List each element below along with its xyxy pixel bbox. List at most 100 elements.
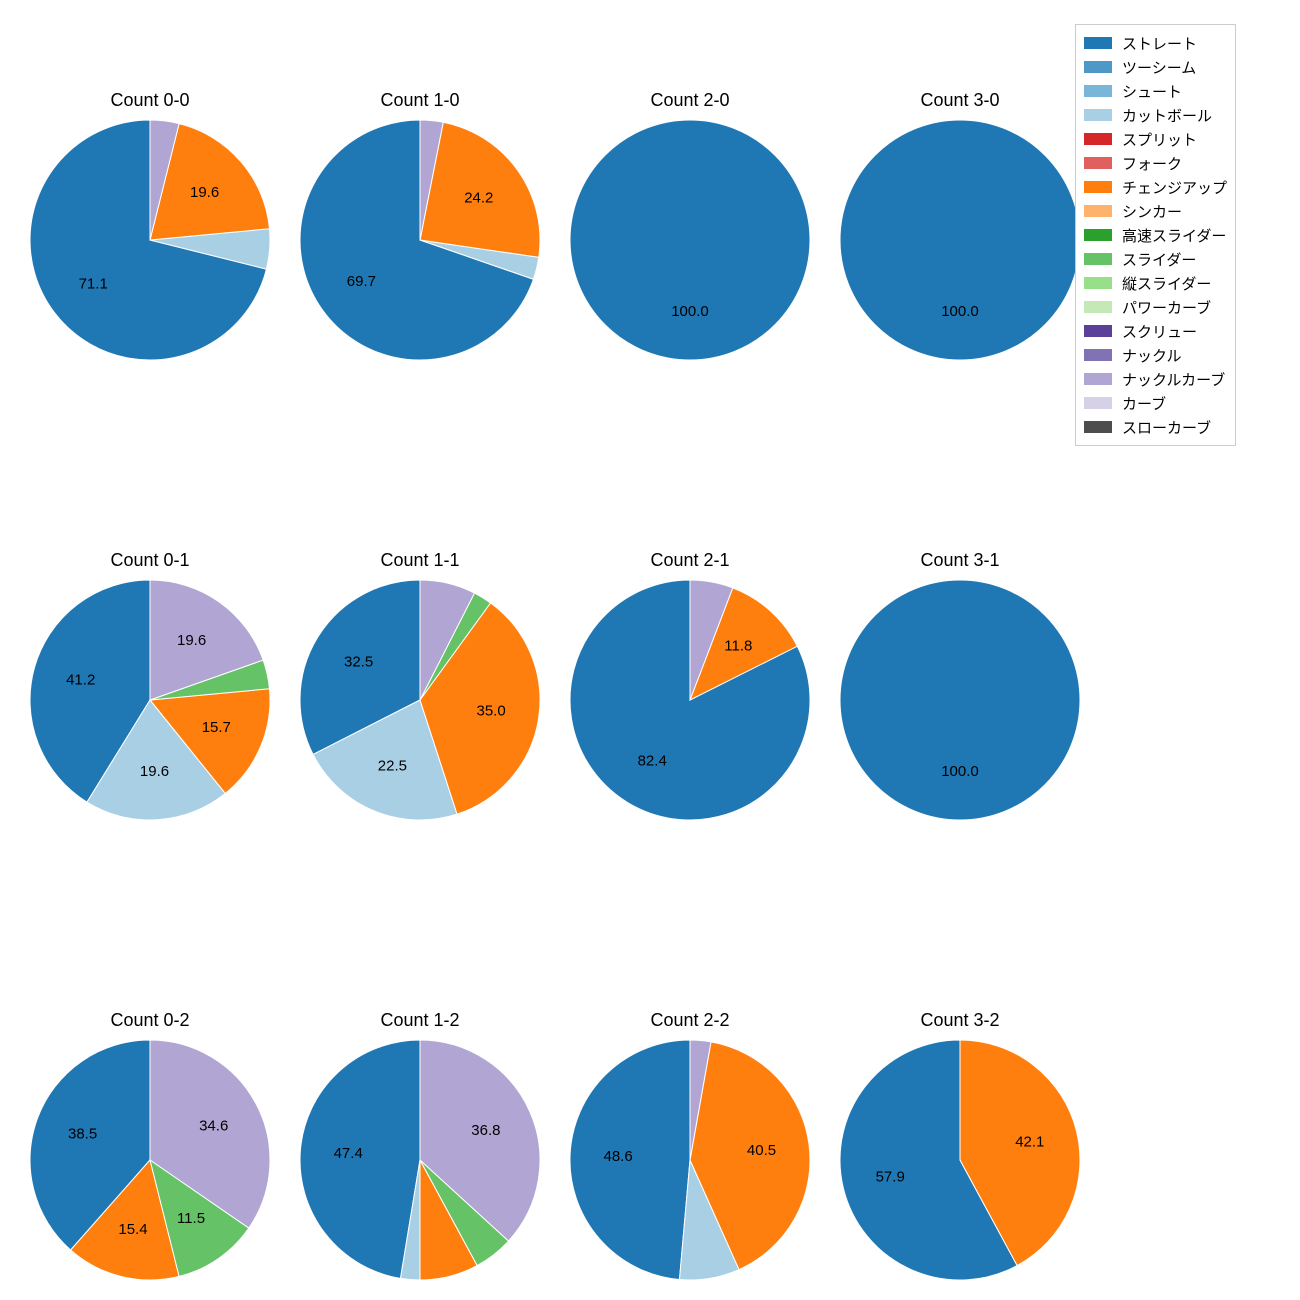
- legend-item: 高速スライダー: [1084, 223, 1227, 247]
- slice-label: 22.5: [378, 757, 407, 774]
- legend-label: スライダー: [1122, 249, 1196, 270]
- slice-ストレート: [570, 120, 810, 360]
- legend-label: ナックルカーブ: [1122, 369, 1225, 390]
- legend-swatch: [1084, 133, 1112, 145]
- legend-label: スプリット: [1122, 129, 1197, 150]
- pie-count-3-0: 100.0: [838, 118, 1082, 362]
- pie-count-3-2: 57.9 42.1: [838, 1038, 1082, 1282]
- slice-label: 32.5: [344, 653, 373, 670]
- pie-title-count-0-1: Count 0-1: [110, 550, 189, 571]
- legend-label: スローカーブ: [1122, 417, 1211, 438]
- legend-item: ストレート: [1084, 31, 1227, 55]
- slice-ストレート: [840, 580, 1080, 820]
- legend-swatch: [1084, 85, 1112, 97]
- legend-swatch: [1084, 181, 1112, 193]
- slice-label: 42.1: [1015, 1133, 1044, 1150]
- legend-swatch: [1084, 373, 1112, 385]
- slice-label: 11.8: [724, 638, 752, 655]
- pie-count-2-1: 82.4 11.8: [568, 578, 812, 822]
- legend-label: ストレート: [1122, 33, 1197, 54]
- slice-label: 19.6: [140, 763, 169, 780]
- pie-title-count-0-0: Count 0-0: [110, 90, 189, 111]
- legend-item: スクリュー: [1084, 319, 1227, 343]
- pie-title-count-3-2: Count 3-2: [920, 1010, 999, 1031]
- pie-count-2-2: 48.6 40.5: [568, 1038, 812, 1282]
- legend-item: ナックルカーブ: [1084, 367, 1227, 391]
- legend-swatch: [1084, 229, 1112, 241]
- pie-title-count-0-2: Count 0-2: [110, 1010, 189, 1031]
- legend-label: 縦スライダー: [1122, 273, 1211, 294]
- pie-title-count-2-1: Count 2-1: [650, 550, 729, 571]
- pitch-count-grid: Count 0-071.119.6Count 1-069.724.2Count …: [0, 0, 1300, 1300]
- legend-item: シュート: [1084, 79, 1227, 103]
- legend-swatch: [1084, 253, 1112, 265]
- legend-item: カーブ: [1084, 391, 1227, 415]
- slice-label: 41.2: [66, 671, 95, 688]
- pie-count-0-2: 38.5 15.4 11.5 34.6: [28, 1038, 272, 1282]
- slice-label: 69.7: [347, 273, 376, 290]
- pie-title-count-1-2: Count 1-2: [380, 1010, 459, 1031]
- legend-label: シンカー: [1122, 201, 1182, 222]
- pie-title-count-3-1: Count 3-1: [920, 550, 999, 571]
- pie-count-0-1: 41.2 19.6 15.7 19.6: [28, 578, 272, 822]
- legend-item: パワーカーブ: [1084, 295, 1227, 319]
- pie-count-1-1: 32.5 22.5 35.0: [298, 578, 542, 822]
- pie-title-count-1-1: Count 1-1: [380, 550, 459, 571]
- legend-label: フォーク: [1122, 153, 1182, 174]
- pie-title-count-1-0: Count 1-0: [380, 90, 459, 111]
- pie-count-3-1: 100.0: [838, 578, 1082, 822]
- slice-label: 48.6: [603, 1148, 632, 1165]
- slice-label: 19.6: [177, 632, 206, 649]
- pitch-legend: ストレートツーシームシュートカットボールスプリットフォークチェンジアップシンカー…: [1075, 24, 1236, 446]
- legend-item: 縦スライダー: [1084, 271, 1227, 295]
- slice-label: 36.8: [471, 1122, 500, 1139]
- slice-label: 100.0: [671, 303, 709, 320]
- slice-label: 71.1: [79, 275, 108, 292]
- pie-title-count-2-2: Count 2-2: [650, 1010, 729, 1031]
- slice-label: 34.6: [199, 1117, 228, 1134]
- legend-swatch: [1084, 301, 1112, 313]
- legend-item: スプリット: [1084, 127, 1227, 151]
- slice-label: 35.0: [476, 702, 505, 719]
- legend-item: シンカー: [1084, 199, 1227, 223]
- legend-item: スライダー: [1084, 247, 1227, 271]
- pie-title-count-3-0: Count 3-0: [920, 90, 999, 111]
- slice-label: 47.4: [334, 1145, 363, 1162]
- slice-label: 40.5: [747, 1142, 776, 1159]
- legend-item: カットボール: [1084, 103, 1227, 127]
- slice-ストレート: [840, 120, 1080, 360]
- slice-label: 15.7: [202, 719, 231, 736]
- pie-count-1-2: 47.4 36.8: [298, 1038, 542, 1282]
- legend-swatch: [1084, 421, 1112, 433]
- pie-count-0-0: 71.119.6: [28, 118, 272, 362]
- slice-label: 100.0: [941, 763, 979, 780]
- legend-item: ツーシーム: [1084, 55, 1227, 79]
- pie-count-1-0: 69.724.2: [298, 118, 542, 362]
- slice-label: 38.5: [68, 1125, 97, 1142]
- slice-label: 11.5: [177, 1210, 205, 1227]
- legend-item: スローカーブ: [1084, 415, 1227, 439]
- legend-label: スクリュー: [1122, 321, 1197, 342]
- legend-swatch: [1084, 325, 1112, 337]
- legend-label: チェンジアップ: [1122, 177, 1227, 198]
- pie-title-count-2-0: Count 2-0: [650, 90, 729, 111]
- legend-swatch: [1084, 205, 1112, 217]
- legend-swatch: [1084, 61, 1112, 73]
- legend-label: シュート: [1122, 81, 1182, 102]
- legend-swatch: [1084, 37, 1112, 49]
- slice-label: 15.4: [118, 1221, 147, 1238]
- legend-label: カーブ: [1122, 393, 1166, 414]
- legend-swatch: [1084, 157, 1112, 169]
- legend-swatch: [1084, 109, 1112, 121]
- legend-label: パワーカーブ: [1122, 297, 1211, 318]
- slice-label: 100.0: [941, 303, 979, 320]
- legend-item: チェンジアップ: [1084, 175, 1227, 199]
- pie-count-2-0: 100.0: [568, 118, 812, 362]
- legend-swatch: [1084, 277, 1112, 289]
- legend-swatch: [1084, 397, 1112, 409]
- legend-label: 高速スライダー: [1122, 225, 1226, 246]
- legend-swatch: [1084, 349, 1112, 361]
- slice-label: 82.4: [638, 752, 667, 769]
- slice-label: 57.9: [876, 1169, 905, 1186]
- legend-label: ナックル: [1122, 345, 1182, 366]
